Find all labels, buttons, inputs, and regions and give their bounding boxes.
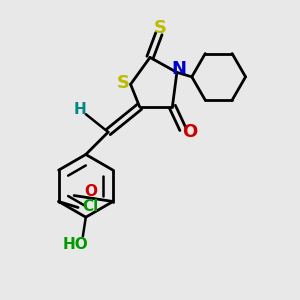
Text: H: H: [74, 102, 87, 117]
Text: O: O: [182, 123, 197, 141]
Text: S: S: [154, 19, 167, 37]
Text: S: S: [117, 74, 130, 92]
Text: HO: HO: [62, 237, 88, 252]
Text: O: O: [84, 184, 97, 199]
Text: N: N: [172, 60, 187, 78]
Text: Cl: Cl: [82, 200, 98, 214]
